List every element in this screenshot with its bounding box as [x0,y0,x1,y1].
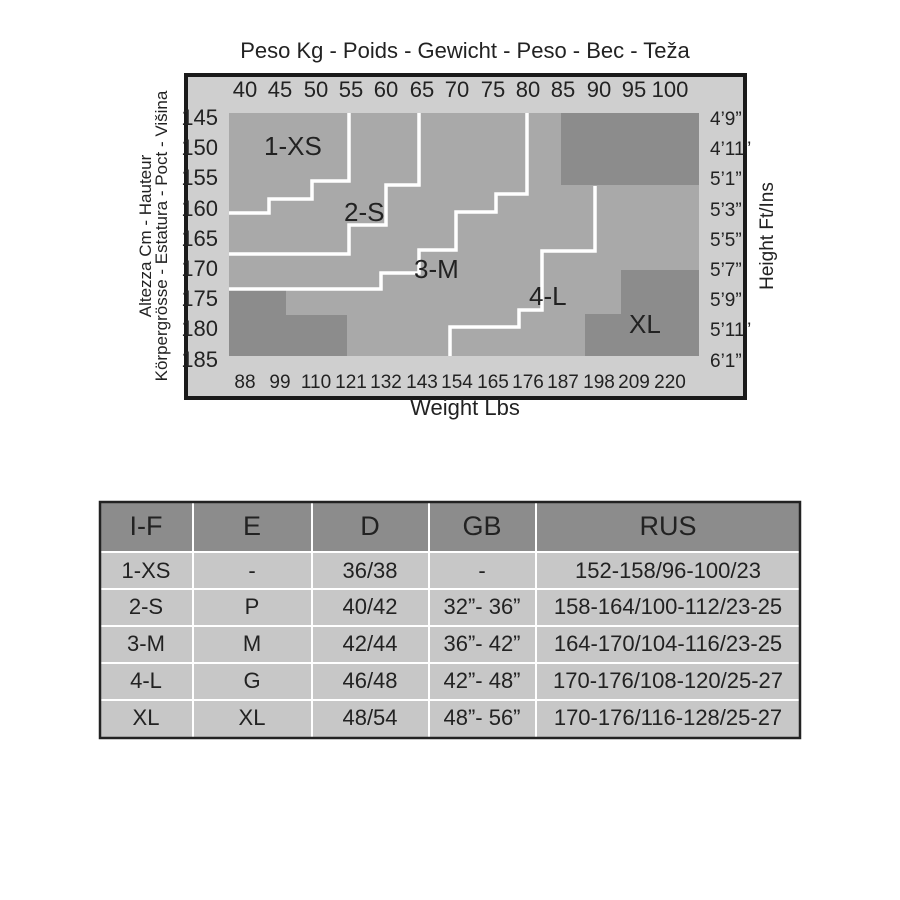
svg-text:D: D [360,511,380,541]
svg-text:3-M: 3-M [127,631,165,656]
svg-text:M: M [243,631,261,656]
svg-text:RUS: RUS [639,511,696,541]
svg-text:1-XS: 1-XS [122,558,171,583]
svg-text:XL: XL [133,705,160,730]
svg-text:2-S: 2-S [129,594,163,619]
svg-text:46/48: 46/48 [342,668,397,693]
svg-text:E: E [243,511,261,541]
svg-text:32”- 36”: 32”- 36” [443,594,520,619]
svg-text:158-164/100-112/23-25: 158-164/100-112/23-25 [554,594,782,619]
svg-text:P: P [245,594,260,619]
svg-text:I-F: I-F [130,511,163,541]
svg-text:4-L: 4-L [130,668,162,693]
svg-text:-: - [248,558,255,583]
svg-text:48”- 56”: 48”- 56” [443,705,520,730]
svg-text:170-176/108-120/25-27: 170-176/108-120/25-27 [553,668,783,693]
svg-text:170-176/116-128/25-27: 170-176/116-128/25-27 [554,705,782,730]
svg-text:GB: GB [462,511,501,541]
svg-text:XL: XL [239,705,266,730]
svg-text:164-170/104-116/23-25: 164-170/104-116/23-25 [554,631,782,656]
svg-text:-: - [478,558,485,583]
svg-text:42”- 48”: 42”- 48” [443,668,520,693]
svg-text:40/42: 40/42 [342,594,397,619]
svg-text:42/44: 42/44 [342,631,397,656]
svg-text:G: G [243,668,260,693]
svg-text:152-158/96-100/23: 152-158/96-100/23 [575,558,761,583]
svg-text:36”- 42”: 36”- 42” [443,631,520,656]
svg-text:36/38: 36/38 [342,558,397,583]
svg-text:48/54: 48/54 [342,705,397,730]
